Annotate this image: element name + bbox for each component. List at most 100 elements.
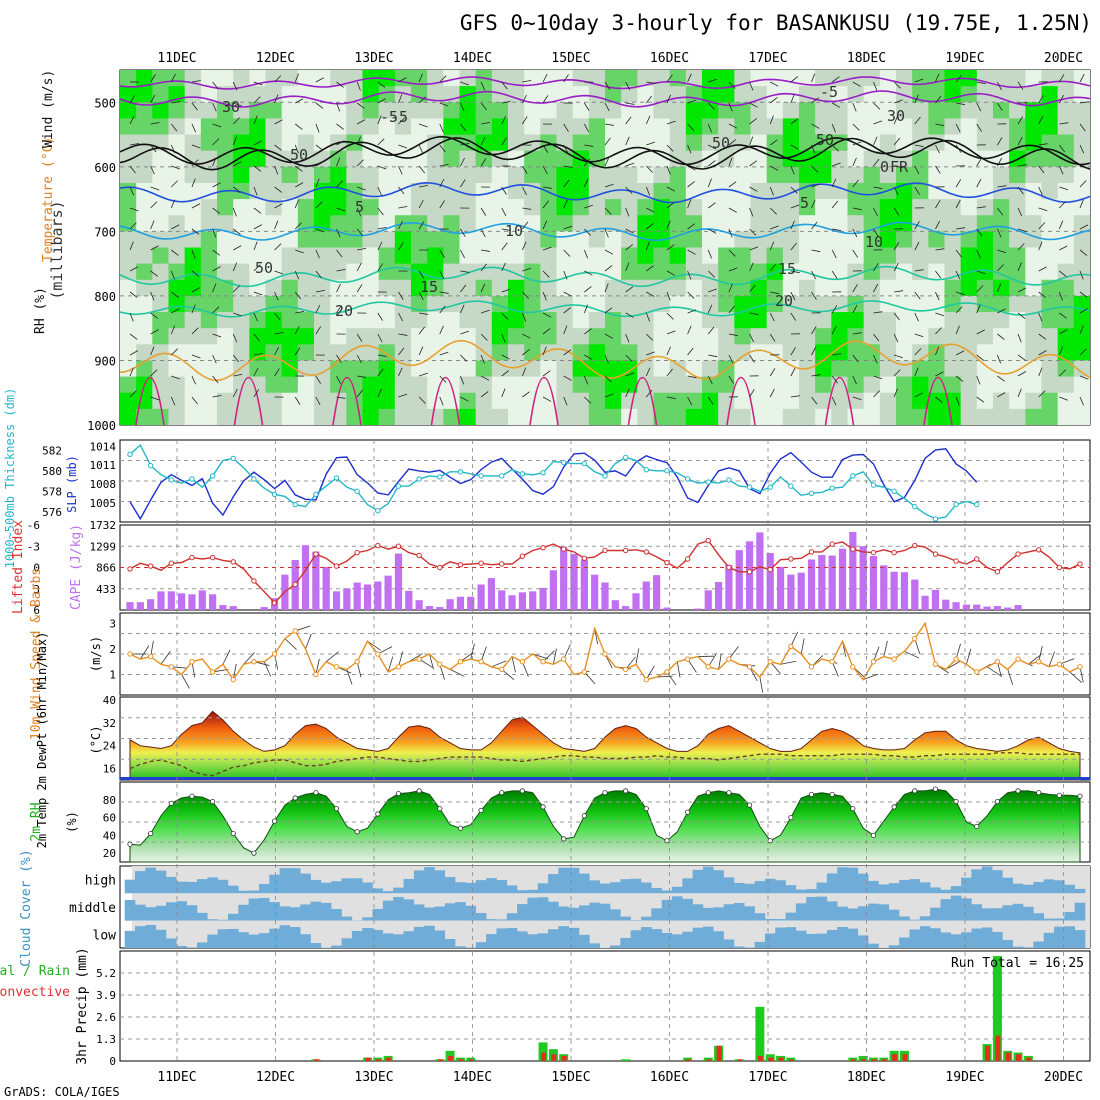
wind-barb xyxy=(769,186,774,196)
wind10m-barb xyxy=(181,674,190,689)
wind-barb xyxy=(336,81,344,88)
cape-bar xyxy=(776,566,785,610)
rh-cell xyxy=(1025,344,1042,361)
wind-barb xyxy=(935,291,940,301)
cloud-bar xyxy=(248,934,260,948)
rh-cell xyxy=(491,199,509,216)
cloud-bar xyxy=(610,945,621,948)
rh-cell xyxy=(524,150,541,168)
precip-conv-bar xyxy=(871,1059,877,1061)
rh-cell xyxy=(605,231,622,248)
rh-cell xyxy=(815,215,832,232)
wind-barb xyxy=(604,102,610,112)
wind-barb xyxy=(129,350,139,356)
rh-cell xyxy=(912,182,929,200)
rh-cell xyxy=(605,392,622,410)
wind-barb xyxy=(481,121,491,125)
rh-cell xyxy=(669,86,687,103)
rh-cell xyxy=(685,199,703,216)
rh-cell xyxy=(896,376,913,394)
wind-barb xyxy=(315,161,324,167)
rh-cell xyxy=(233,247,250,265)
rh-cell xyxy=(1073,231,1090,248)
rh-cell xyxy=(459,279,477,297)
rh-cell xyxy=(233,166,250,184)
rh-cell xyxy=(491,360,509,378)
lifted-index-series-point xyxy=(1077,561,1083,567)
wind-barb xyxy=(583,123,589,133)
lifted-index-series-point xyxy=(767,566,773,573)
cloud-bar xyxy=(496,928,508,948)
temperature-contour xyxy=(120,181,1090,204)
wind-barb xyxy=(790,220,795,230)
wind-barb xyxy=(398,77,407,83)
rh-cell xyxy=(217,360,234,378)
rh-cell xyxy=(1009,279,1026,297)
wind-barb xyxy=(1038,115,1044,125)
rh2m-tick-label: 60 xyxy=(103,812,116,825)
rh-cell xyxy=(637,150,654,168)
rh-cell xyxy=(750,199,768,216)
cloud-bar xyxy=(455,902,466,921)
wind-barb xyxy=(439,249,445,258)
cloud-bar xyxy=(403,878,415,894)
cloud-bar xyxy=(620,879,631,894)
rh-cell xyxy=(136,360,153,378)
wind-barb xyxy=(253,367,259,377)
cloud-bar xyxy=(630,930,642,948)
wind-barb xyxy=(873,333,880,342)
rh-cell xyxy=(750,312,768,329)
wind-barb xyxy=(212,207,221,214)
wind-barb xyxy=(294,291,302,300)
cape-bar xyxy=(436,607,444,610)
lifted-index-series-point xyxy=(437,564,443,571)
cloud-bar xyxy=(733,946,745,948)
wind-barb xyxy=(687,309,697,314)
rh-cell xyxy=(1057,279,1075,297)
cloud-level-label: high xyxy=(85,874,116,889)
wind-barb xyxy=(893,137,901,146)
rh-cell xyxy=(653,199,671,216)
wind-barb xyxy=(212,333,222,338)
rh-cell xyxy=(427,328,444,345)
thickness-series-point xyxy=(271,491,278,498)
cloud-bar xyxy=(424,907,435,921)
wind-barb xyxy=(583,304,588,314)
rh-cell xyxy=(443,247,460,265)
rh-cell xyxy=(1057,408,1075,425)
cloud-bar xyxy=(857,873,869,894)
thickness-series-point xyxy=(705,479,711,485)
cloud-bar xyxy=(207,919,218,921)
cloud-bar xyxy=(393,934,404,948)
lifted-index-series-point xyxy=(602,547,608,554)
rh-cell xyxy=(136,182,153,200)
rh-cell xyxy=(168,215,186,232)
wind-barb xyxy=(274,291,279,301)
rh-cell xyxy=(669,215,687,232)
rh-cell xyxy=(443,215,460,232)
cloud-bar xyxy=(382,900,394,921)
wind-barb xyxy=(666,94,672,104)
wind-barb xyxy=(356,262,362,272)
rh2m-point xyxy=(1056,792,1062,798)
rh-cell xyxy=(378,376,396,394)
rh-cell xyxy=(879,166,897,184)
precip-conv-bar xyxy=(1005,1052,1011,1061)
cloud-bar xyxy=(444,877,456,894)
rh-cell xyxy=(556,182,574,200)
rh-cell xyxy=(524,70,541,87)
wind10m-series-point xyxy=(540,658,546,665)
cloud-bar xyxy=(620,937,631,948)
rh-cell xyxy=(508,328,525,345)
rh-cell xyxy=(863,392,881,410)
wind-barb xyxy=(790,94,795,104)
slp-series xyxy=(129,448,978,521)
rh-cell xyxy=(976,328,994,345)
cloud-bar xyxy=(702,866,714,894)
rh-cell xyxy=(556,118,574,136)
rh-cell xyxy=(475,166,493,184)
wind-barb xyxy=(274,144,282,151)
precip-total-bar xyxy=(455,1057,465,1061)
cloud-bar xyxy=(682,898,693,921)
rh-cell xyxy=(588,392,606,410)
